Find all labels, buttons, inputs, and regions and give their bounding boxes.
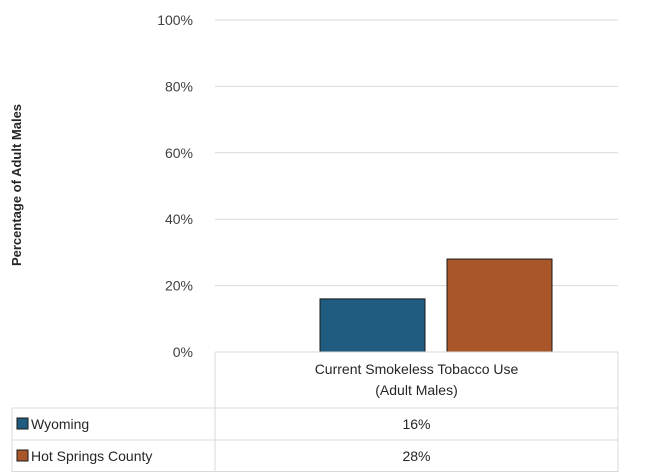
gridlines — [215, 19, 618, 287]
category-label: Current Smokeless Tobacco Use — [315, 361, 519, 377]
bar-wyoming — [319, 298, 426, 353]
data-label: 16% — [402, 416, 430, 432]
y-tick-label: 100% — [157, 12, 193, 28]
y-tick-label: 0% — [173, 344, 193, 360]
y-tick-label: 20% — [165, 278, 193, 294]
legend-swatch — [16, 449, 29, 462]
data-label: 28% — [402, 448, 430, 464]
y-tick-label: 80% — [165, 78, 193, 94]
legend-swatch — [16, 417, 29, 430]
legend-label: Hot Springs County — [31, 448, 152, 464]
bars — [319, 258, 553, 353]
y-tick-labels: 0% 20% 40% 60% 80% 100% — [157, 12, 193, 360]
y-tick-label: 40% — [165, 211, 193, 227]
y-tick-label: 60% — [165, 145, 193, 161]
category-label: (Adult Males) — [375, 382, 457, 398]
y-axis-label: Percentage of Adult Males — [9, 104, 24, 266]
data-table: Current Smokeless Tobacco Use (Adult Male… — [11, 351, 619, 472]
bar-hot-springs-county — [446, 258, 553, 353]
legend-label: Wyoming — [31, 416, 89, 432]
